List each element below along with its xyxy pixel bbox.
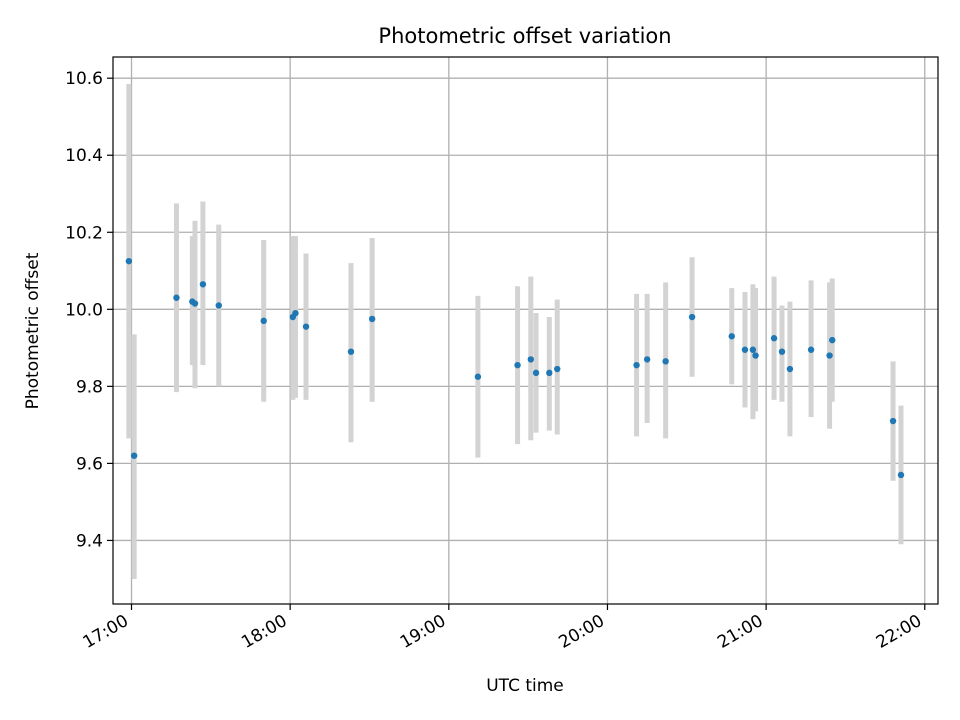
data-point: [643, 356, 651, 363]
data-point: [527, 356, 534, 363]
data-points: [125, 257, 905, 479]
x-axis-title: UTC time: [486, 676, 564, 696]
data-point: [292, 309, 299, 317]
data-point: [347, 348, 355, 355]
y-tick-label: 10.4: [65, 146, 103, 166]
data-point: [807, 346, 815, 353]
data-point: [688, 313, 696, 321]
data-point: [173, 294, 180, 301]
data-point: [302, 323, 310, 330]
data-point: [752, 352, 759, 359]
y-axis: 9.4 9.6 9.8 10.0 10.2 10.4 10.6: [65, 69, 113, 551]
data-point: [889, 417, 897, 425]
y-tick-label: 10.2: [65, 223, 103, 243]
data-point: [741, 346, 749, 353]
data-point: [130, 452, 138, 459]
data-point: [826, 352, 833, 359]
data-point: [770, 335, 778, 342]
y-tick-label: 9.8: [76, 377, 103, 397]
grid: [113, 57, 938, 604]
data-point: [749, 346, 757, 353]
data-point: [125, 257, 133, 265]
data-point: [897, 471, 905, 479]
data-point: [199, 281, 207, 288]
data-point: [191, 300, 199, 307]
y-tick-label: 9.4: [76, 531, 103, 551]
data-point: [662, 358, 669, 365]
data-point: [368, 315, 376, 323]
data-point: [260, 317, 267, 325]
y-axis-title: Photometric offset: [23, 252, 43, 409]
data-point: [514, 361, 521, 369]
data-point: [532, 369, 540, 377]
plot-frame: [112, 56, 939, 605]
y-tick-label: 9.6: [76, 454, 103, 474]
data-point: [829, 336, 836, 344]
y-tick-label: 10.6: [65, 69, 103, 89]
data-point: [633, 361, 640, 369]
data-point: [728, 333, 735, 340]
chart-title: Photometric offset variation: [378, 24, 671, 48]
y-tick-label: 10.0: [65, 300, 103, 320]
data-point: [786, 365, 794, 373]
data-point: [215, 302, 222, 309]
data-point: [474, 373, 482, 380]
data-point: [778, 348, 786, 355]
data-point: [554, 365, 561, 373]
data-point: [546, 369, 553, 377]
